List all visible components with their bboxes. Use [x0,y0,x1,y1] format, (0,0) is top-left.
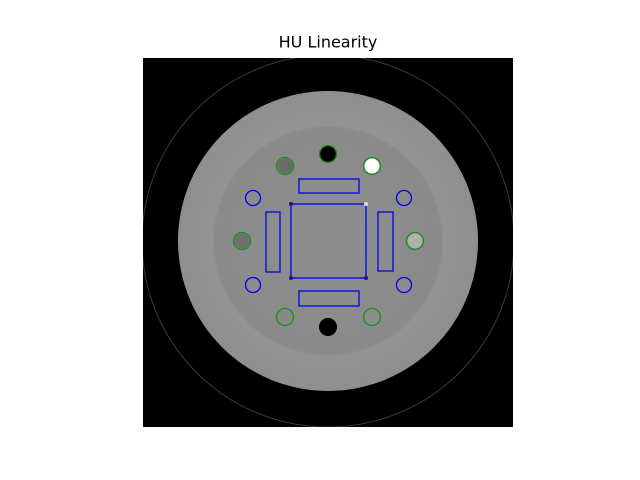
roi-circle [244,189,262,207]
insert [364,158,380,174]
roi-circle [275,156,295,176]
insert [319,318,337,336]
blue-rois [244,178,413,307]
roi-circle [232,231,252,251]
point [364,202,368,206]
roi-circle [275,307,295,327]
green-rois [232,144,425,327]
inner-ring [211,124,445,358]
corner-points [289,202,368,280]
roi-circle [318,144,338,164]
roi-circle [395,276,413,294]
ct-image [143,58,513,427]
roi-circle [395,189,413,207]
insert [234,233,250,249]
title: HU Linearity [279,33,378,52]
insert [277,309,293,325]
roi-circle [244,276,262,294]
insert [407,233,423,249]
point [289,202,293,206]
point [289,276,293,280]
roi-circle [362,307,382,327]
insert [277,158,293,174]
point [364,276,368,280]
insert [364,309,380,325]
roi-circle [405,231,425,251]
roi-rect [265,211,281,273]
roi-square [290,203,367,279]
roi-rect [377,211,394,272]
phantom [178,91,478,391]
roi-rect [298,290,360,307]
roi-circle [362,156,382,176]
insert [320,146,336,162]
roi-rect [298,178,360,194]
